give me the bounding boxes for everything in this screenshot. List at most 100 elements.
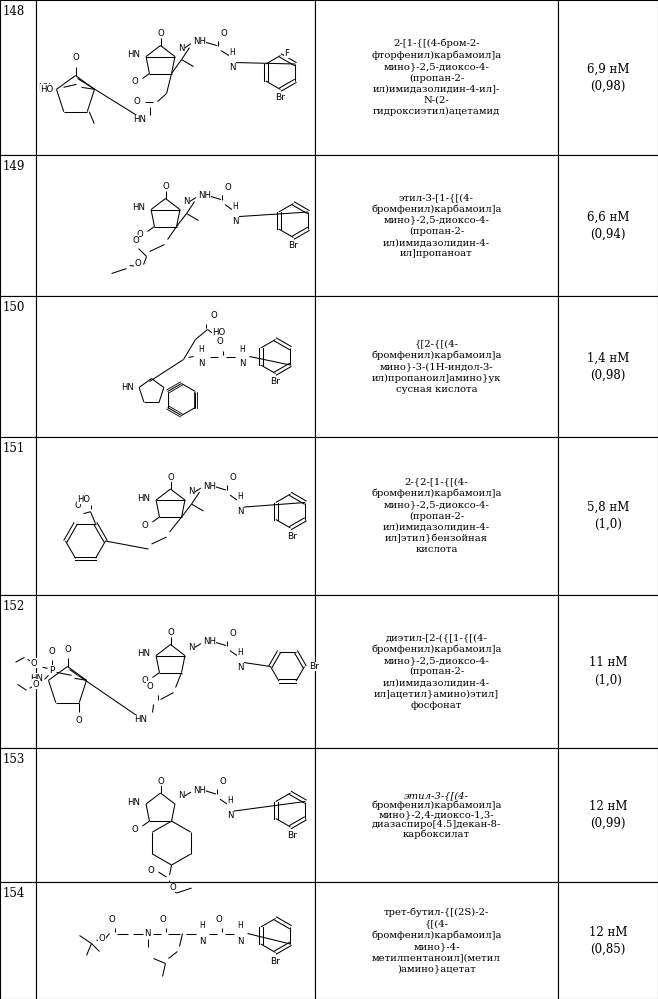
- Text: HN: HN: [127, 797, 140, 806]
- Text: N: N: [232, 217, 238, 226]
- Text: HN: HN: [121, 383, 134, 392]
- Text: N: N: [237, 507, 243, 516]
- Bar: [36, 296, 315, 437]
- Text: бромфенил)карбамоил]а: бромфенил)карбамоил]а: [371, 801, 502, 810]
- Text: O: O: [31, 658, 38, 667]
- Bar: [558, 882, 658, 999]
- Text: O: O: [157, 29, 164, 38]
- Text: N: N: [183, 197, 190, 206]
- Text: N: N: [188, 642, 195, 651]
- Text: 153: 153: [3, 753, 26, 766]
- Text: {[2-{[(4-
бромфенил)карбамоил]а
мино}-3-(1Н-индол-3-
ил)пропаноил]амино}ук
сусна: {[2-{[(4- бромфенил)карбамоил]а мино}-3-…: [371, 340, 502, 394]
- Text: HN: HN: [137, 494, 150, 502]
- Text: O: O: [221, 29, 228, 38]
- Text: 2-{2-[1-{[(4-
бромфенил)карбамоил]а
мино}-2,5-диоксо-4-
(пропан-2-
ил)имидазолид: 2-{2-[1-{[(4- бромфенил)карбамоил]а мино…: [371, 478, 502, 554]
- Text: 11 нМ
(1,0): 11 нМ (1,0): [589, 656, 627, 686]
- Text: 12 нМ
(0,99): 12 нМ (0,99): [589, 800, 627, 830]
- Text: этил-3-[1-{[(4-
бромфенил)карбамоил]а
мино}-2,5-диоксо-4-
(пропан-2-
ил)имидазол: этил-3-[1-{[(4- бромфенил)карбамоил]а ми…: [371, 193, 502, 258]
- Bar: [0, 748, 36, 882]
- Text: 151: 151: [3, 442, 25, 455]
- Text: NH: NH: [193, 785, 206, 794]
- Text: HN: HN: [132, 203, 145, 212]
- Text: O: O: [141, 520, 149, 529]
- Text: HN: HN: [137, 649, 150, 658]
- Text: 148: 148: [3, 5, 25, 18]
- Text: O: O: [162, 182, 169, 191]
- Text: Br: Br: [309, 662, 319, 671]
- Text: 149: 149: [3, 160, 26, 173]
- Text: Br: Br: [289, 242, 299, 251]
- Text: Br: Br: [270, 378, 280, 387]
- Text: HN: HN: [30, 673, 43, 683]
- Bar: [36, 882, 315, 999]
- Text: O: O: [167, 473, 174, 482]
- Text: 5,8 нМ
(1,0): 5,8 нМ (1,0): [587, 501, 629, 531]
- Text: O: O: [48, 647, 55, 656]
- Text: NH: NH: [203, 482, 216, 491]
- Text: O: O: [230, 474, 237, 483]
- Text: 6,9 нМ
(0,98): 6,9 нМ (0,98): [587, 63, 629, 93]
- Text: H: H: [227, 796, 233, 805]
- Text: H: H: [229, 48, 235, 57]
- Text: H: H: [240, 345, 245, 354]
- Bar: [558, 0, 658, 155]
- Text: O: O: [108, 914, 115, 923]
- Bar: [0, 882, 36, 999]
- Text: N: N: [188, 488, 195, 497]
- Text: N: N: [198, 360, 205, 369]
- Text: O: O: [134, 97, 141, 106]
- Text: N: N: [178, 791, 184, 800]
- Bar: [0, 0, 36, 155]
- Text: O: O: [99, 934, 105, 943]
- Text: F: F: [284, 49, 290, 58]
- Text: O: O: [33, 680, 39, 689]
- Bar: [558, 595, 658, 748]
- Text: P: P: [49, 665, 54, 674]
- Bar: [0, 296, 36, 437]
- Text: H: H: [238, 921, 243, 930]
- Text: NH: NH: [193, 37, 206, 46]
- Text: O: O: [141, 676, 149, 685]
- Bar: [558, 748, 658, 882]
- Text: O: O: [148, 865, 155, 874]
- Text: O: O: [215, 914, 222, 923]
- Bar: [315, 155, 558, 296]
- Bar: [315, 882, 558, 999]
- Text: Br: Br: [270, 956, 280, 965]
- Text: O: O: [216, 338, 223, 347]
- Text: H: H: [199, 345, 205, 354]
- Text: карбоксилат: карбоксилат: [403, 829, 470, 839]
- Text: 154: 154: [3, 887, 26, 900]
- Bar: [36, 155, 315, 296]
- Text: 6,6 нМ
(0,94): 6,6 нМ (0,94): [587, 211, 629, 241]
- Text: HN: HN: [134, 715, 147, 724]
- Text: HO: HO: [40, 85, 53, 94]
- Text: H: H: [237, 493, 243, 501]
- Text: Br: Br: [276, 94, 286, 103]
- Text: O: O: [225, 183, 232, 192]
- Text: HO: HO: [213, 328, 226, 337]
- Text: 152: 152: [3, 600, 25, 613]
- Text: O: O: [220, 777, 227, 786]
- Text: HN: HN: [134, 115, 147, 124]
- Text: HN: HN: [38, 83, 51, 92]
- Text: O: O: [132, 77, 138, 86]
- Bar: [315, 748, 558, 882]
- Text: O: O: [230, 628, 237, 637]
- Text: N: N: [178, 44, 184, 53]
- Text: O: O: [72, 54, 79, 63]
- Text: O: O: [147, 681, 153, 690]
- Bar: [558, 437, 658, 595]
- Text: этил-3-{[(4-: этил-3-{[(4-: [404, 791, 469, 800]
- Text: O: O: [75, 500, 82, 509]
- Text: O: O: [132, 236, 139, 245]
- Text: O: O: [211, 312, 217, 321]
- Text: O: O: [135, 259, 141, 268]
- Bar: [36, 748, 315, 882]
- Text: NH: NH: [198, 191, 211, 200]
- Bar: [315, 437, 558, 595]
- Text: Br: Br: [288, 831, 297, 840]
- Text: H: H: [237, 647, 243, 656]
- Bar: [0, 155, 36, 296]
- Text: N: N: [237, 662, 243, 671]
